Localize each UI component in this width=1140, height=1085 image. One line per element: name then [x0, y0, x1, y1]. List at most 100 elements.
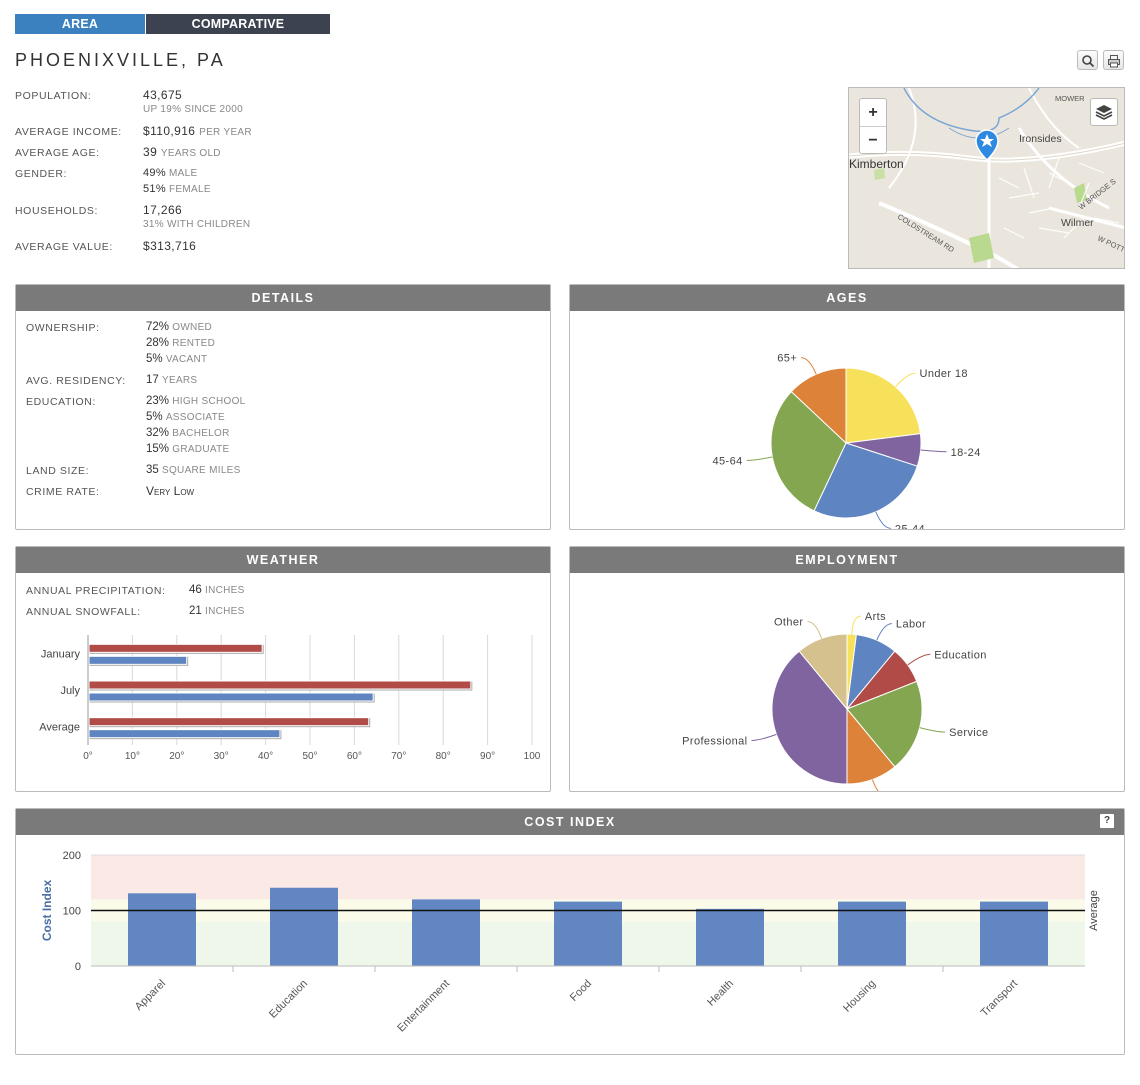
ages-label-18-24: 18-24 — [951, 447, 981, 459]
weather-tick-label: 40° — [258, 751, 273, 762]
employment-label-other: Other — [774, 616, 804, 628]
page-title: PHOENIXVILLE, PA — [15, 50, 226, 70]
weather-bar-chart: 0° 10° 20° 30° 40° 50° 60° 70° 80° 90° 100 January J… — [39, 635, 541, 762]
weather-category-january: January — [41, 648, 81, 660]
weather-bar-january-0[interactable] — [88, 643, 263, 653]
ages-panel: AGES Under 18 18-24 25-44 45-64 65+ — [569, 284, 1125, 536]
ages-slice-25-44[interactable] — [813, 442, 918, 519]
weather-bar-july-1[interactable] — [88, 692, 374, 702]
ages-label-45-64: 45-64 — [713, 455, 743, 467]
hs-unit: HIGH SCHOOL — [172, 396, 246, 407]
vacant-unit: VACANT — [165, 354, 208, 365]
cost-bar-apparel[interactable] — [128, 893, 196, 966]
owned-pct: 72% — [146, 321, 170, 333]
land-label: LAND SIZE: — [26, 465, 90, 477]
weather-tick-label: 50° — [302, 751, 317, 762]
search-button[interactable] — [1077, 50, 1098, 70]
cost-category-apparel: Apparel — [133, 978, 168, 1013]
map-label-kimberton: Kimberton — [849, 157, 904, 171]
weather-bar-average-1[interactable] — [88, 729, 281, 739]
map-label-ironsides: Ironsides — [1019, 133, 1062, 145]
tab-comparative-analysis[interactable]: COMPARATIVE ANALYSIS — [146, 14, 330, 51]
search-icon — [1082, 55, 1095, 68]
snow-label: ANNUAL SNOWFALL: — [26, 606, 141, 618]
cost-category-entertainment: Entertainment — [395, 978, 452, 1035]
cost-index-chart: 0 100 200 Cost Index Apparel Education Enterta… — [40, 850, 1100, 1035]
cost-ytick-label: 100 — [63, 906, 81, 918]
print-icon — [1108, 55, 1120, 68]
employment-title: EMPLOYMENT — [570, 547, 1124, 573]
help-button[interactable]: ? — [1100, 814, 1114, 828]
cost-bar-health[interactable] — [696, 908, 764, 966]
employment-label-education: Education — [934, 649, 987, 661]
bach-pct: 32% — [146, 427, 170, 439]
view-tabs: AREA OVERVIEW COMPARATIVE ANALYSIS — [15, 14, 330, 51]
map-label-mower: MOWER — [1055, 94, 1085, 103]
weather-category-average: Average — [39, 722, 80, 734]
cost-category-health: Health — [705, 978, 736, 1009]
ages-title: AGES — [570, 285, 1124, 311]
grad-unit: GRADUATE — [172, 444, 230, 455]
weather-tick-label: 10° — [125, 751, 140, 762]
print-button[interactable] — [1103, 50, 1124, 70]
employment-label-service: Service — [949, 727, 988, 739]
map-layers-button[interactable] — [1090, 98, 1118, 126]
ages-connector-18-24 — [920, 449, 947, 453]
weather-tick-label: 80° — [436, 751, 451, 762]
zoom-in-button[interactable]: + — [868, 104, 878, 121]
ages-slice-65[interactable] — [790, 367, 847, 445]
ages-pie-chart: Under 18 18-24 25-44 45-64 65+ — [713, 353, 981, 536]
male-pct: 49% — [143, 167, 166, 179]
land-unit: SQUARE MILES — [162, 465, 241, 476]
households-label: HOUSEHOLDS: — [15, 205, 99, 217]
weather-tick-label: 90° — [480, 751, 495, 762]
area-map[interactable]: Kimberton Ironsides Wilmer COLDSTREAM RD… — [848, 87, 1125, 269]
cost-bar-entertainment[interactable] — [412, 899, 480, 966]
education-label: EDUCATION: — [26, 396, 96, 408]
employment-label-arts: Arts — [865, 611, 886, 623]
cost-bar-food[interactable] — [554, 901, 622, 966]
rented-pct: 28% — [146, 337, 170, 349]
cost-bar-education[interactable] — [270, 887, 338, 966]
cost-category-food: Food — [568, 978, 594, 1004]
cost-bar-transport[interactable] — [980, 901, 1048, 966]
weather-bar-average-0[interactable] — [88, 717, 370, 727]
cost-bar-housing[interactable] — [838, 901, 906, 966]
employment-slice-service[interactable] — [846, 680, 923, 768]
households-value: 17,266 — [143, 203, 183, 217]
female-pct: 51% — [143, 183, 166, 195]
employment-connector-healthcare — [871, 779, 887, 798]
age-value: 39 — [143, 145, 158, 159]
weather-tick-label: 30° — [214, 751, 229, 762]
ages-connector-45-64 — [746, 456, 773, 461]
ages-label-25-44: 25-44 — [895, 523, 925, 529]
income-unit: PER YEAR — [199, 127, 252, 138]
zoom-out-button[interactable]: − — [860, 126, 886, 153]
cost-ytick-label: 0 — [75, 961, 81, 973]
income-label: AVERAGE INCOME: — [15, 126, 122, 138]
age-label: AVERAGE AGE: — [15, 147, 100, 159]
tab-area-overview[interactable]: AREA OVERVIEW — [15, 14, 145, 51]
weather-bar-january-1[interactable] — [88, 655, 188, 665]
ages-label-under-18: Under 18 — [920, 368, 968, 380]
layers-icon — [1095, 105, 1113, 120]
cost-ytick-label: 200 — [63, 850, 81, 862]
employment-connector-other — [807, 620, 823, 639]
employment-label-labor: Labor — [896, 619, 926, 631]
employment-pie-chart: ArtsLaborEducationServiceHealthcareProfe… — [682, 611, 988, 803]
grad-pct: 15% — [146, 443, 170, 455]
map-pin-icon[interactable] — [975, 129, 999, 162]
male-unit: MALE — [169, 168, 198, 179]
employment-connector-service — [919, 727, 946, 733]
ages-slice-under-18[interactable] — [845, 367, 921, 444]
ages-connector-65 — [801, 357, 817, 375]
age-unit: YEARS OLD — [160, 148, 221, 159]
households-children: 31% WITH CHILDREN — [143, 219, 251, 230]
ages-connector-25-44 — [875, 511, 891, 529]
weather-panel: WEATHER ANNUAL PRECIPITATION: 46 INCHES … — [15, 546, 551, 792]
map-zoom-controls: + − — [859, 98, 887, 154]
crime-value: Very Low — [146, 484, 195, 498]
cost-index-title: COST INDEX — [16, 809, 1124, 835]
weather-bar-july-0[interactable] — [88, 680, 472, 690]
vacant-pct: 5% — [146, 353, 163, 365]
